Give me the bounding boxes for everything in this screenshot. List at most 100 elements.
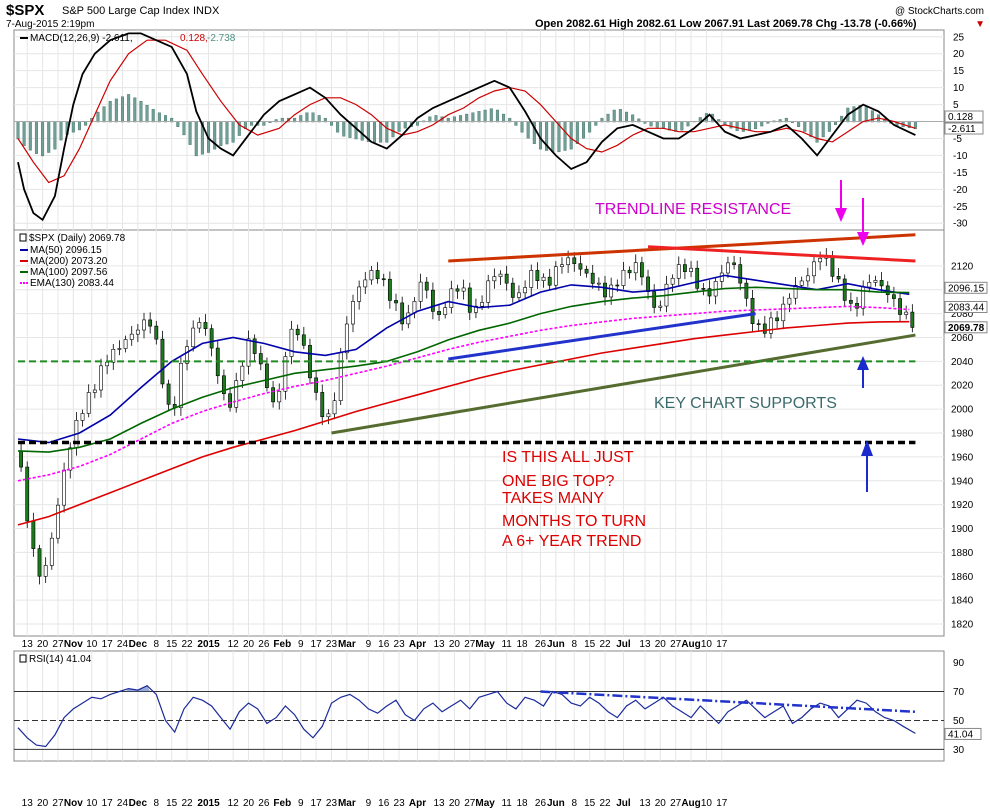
price-candle-body [781,303,786,322]
price-candle-body [246,338,251,367]
price-candle-body [584,268,589,274]
price-x-tick-label: 24 [117,639,129,650]
price-x-tick-label: Feb [273,639,291,650]
price-x-tick-label: 17 [102,639,114,650]
price-candle-body [750,298,755,324]
rsi-x-tick-label: 17 [311,798,323,809]
price-x-tick-label: Dec [129,639,148,650]
macd-value-tag-label: 0.128 [948,112,973,123]
price-legend-ema130: EMA(130) 2083.44 [30,278,114,289]
rsi-x-tick-label: 20 [449,798,461,809]
price-x-tick-label: 20 [655,639,667,650]
price-candle-body [37,548,42,577]
price-y-tick-label: 2080 [951,309,974,320]
macd-y-tick-label: 15 [953,66,965,77]
price-x-tick-label: 20 [449,639,461,650]
macd-histogram-bar [114,98,118,123]
price-candle-body [387,278,392,301]
trendline [448,312,756,361]
price-candle-body [68,447,73,471]
price-y-tick-label: 1840 [951,596,974,607]
rsi-x-tick-label: 8 [154,798,160,809]
price-candle-body [111,348,116,363]
price-candle-body [873,280,878,283]
price-x-tick-label: 20 [243,639,255,650]
resistance-arrow-1-icon [835,180,847,222]
price-x-tick-label: 8 [154,639,160,650]
price-candle-body [49,537,54,566]
macd-histogram-bar [219,121,223,146]
price-y-tick-label: 1880 [951,548,974,559]
macd-histogram-bar [575,121,579,144]
price-candle-body [695,267,700,289]
price-x-tick-label: 12 [228,639,240,650]
price-candle-body [252,338,257,354]
price-candle-body [517,292,521,298]
trendline [647,245,916,263]
macd-histogram-bar [385,121,389,143]
price-candle-body [523,287,528,294]
price-candle-body [836,276,841,280]
price-candle-body [670,277,675,285]
price-candle-body [787,297,792,305]
rsi-x-tick-label: May [475,798,495,809]
macd-histogram-bar [852,106,856,123]
price-candle-body [609,284,614,298]
price-candle-body [498,273,503,277]
rsi-panel [13,650,945,762]
price-candle-body [799,280,804,286]
price-candle-body [707,288,712,297]
macd-histogram-bar [649,121,653,127]
rsi-y-tick-label: 50 [953,716,965,727]
price-candle-body [805,275,810,282]
moving-average-line [17,305,910,482]
price-candle-body [603,282,607,298]
price-x-tick-label: Jul [616,639,631,650]
price-candle-body [117,348,122,350]
macd-histogram-bar [96,111,100,123]
macd-histogram-bar [360,121,364,141]
rsi-x-tick-label: 13 [433,798,445,809]
macd-histogram-bar [483,109,487,123]
price-candle-body [424,281,429,291]
rsi-y-tick-label: 30 [953,745,965,756]
rsi-x-tick-label: 13 [639,798,651,809]
price-legend: $SPX (Daily) 2069.78 MA(50) 2096.15 MA(2… [19,233,126,289]
rsi-x-tick-label: 22 [181,798,193,809]
price-x-tick-label: 27 [464,639,476,650]
price-value-tag-label: 2096.15 [948,283,985,294]
macd-histogram-bar [16,121,20,140]
rsi-x-tick-label: Nov [64,798,83,809]
macd-histogram-bar [551,121,555,153]
macd-histogram-bar [28,121,32,151]
macd-histogram-bar [686,121,690,127]
price-candle-body [154,325,159,340]
price-candle-body [744,282,749,299]
rsi-x-tick-label: 20 [655,798,667,809]
annotations: TRENDLINE RESISTANCE KEY CHART SUPPORTS … [502,180,873,550]
macd-histogram-bar [428,116,432,123]
price-x-tick-label: 9 [366,639,372,650]
macd-panel [13,29,945,231]
price-candle-body [62,469,67,506]
macd-histogram-bar [182,121,186,136]
macd-histogram-bar [342,121,346,137]
price-candle-body [738,264,743,284]
price-candle-body [412,301,417,314]
rsi-x-tick-label: 9 [298,798,304,809]
macd-y-tick-label: 20 [953,49,965,60]
price-x-tick-label: Mar [338,639,356,650]
macd-histogram-bar [41,121,45,157]
macd-histogram-bar [176,121,180,127]
price-value-tag [944,321,988,334]
rsi-x-tick-label: 2015 [197,798,220,809]
price-candle-body [652,291,657,308]
macd-histogram-bar [477,111,481,123]
price-candle-body [578,263,583,270]
price-candle-body [504,273,509,284]
support-arrow-2-icon [861,440,873,492]
price-candle-body [437,311,441,315]
macd-histogram-bar [379,121,383,143]
macd-histogram-bar [674,121,678,132]
